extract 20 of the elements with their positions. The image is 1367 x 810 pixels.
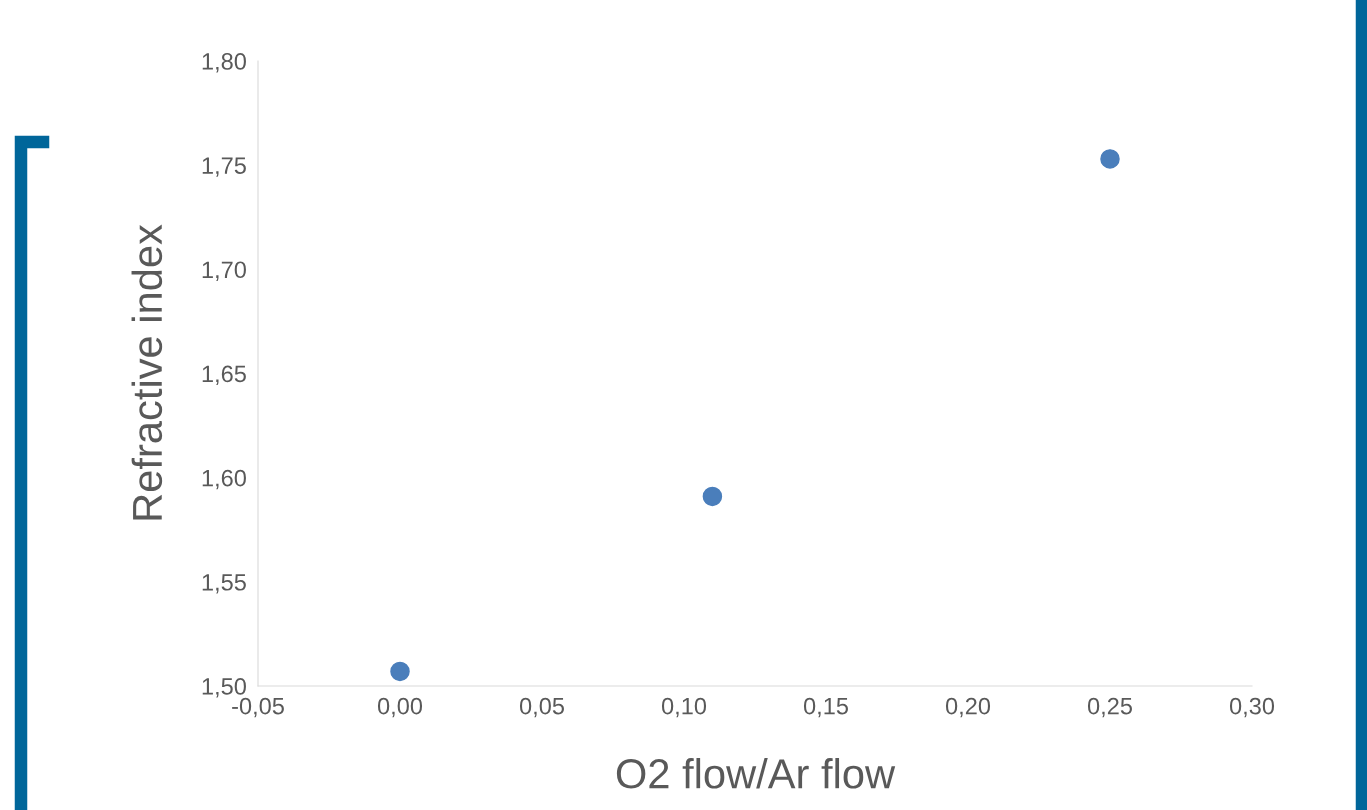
x-axis-title: O2 flow/Ar flow (616, 758, 896, 789)
x-tick-label: 0,00 (377, 697, 423, 718)
x-tick-label: 0,25 (1087, 697, 1132, 718)
point (390, 661, 410, 682)
x-tick-label: 0,05 (519, 697, 564, 718)
y-tick-label: 1,60 (202, 469, 246, 490)
x-tick-label: 0,10 (661, 697, 707, 718)
x-tick-label: 0,15 (803, 697, 848, 718)
y-tick-label: 1,55 (202, 574, 246, 594)
y-axis-title: Refractive index (131, 224, 163, 520)
point (1100, 149, 1120, 169)
y-tick-label: 1,75 (202, 157, 246, 177)
y-tick-label: 1,50 (202, 678, 246, 698)
x-tick-label: 0,20 (945, 697, 991, 718)
y-tick-label: 1,70 (202, 261, 246, 281)
x-tick-label: 0,30 (1229, 697, 1275, 718)
y-tick-label: 1,80 (202, 53, 246, 73)
x-tick-label: -0,05 (232, 697, 284, 718)
y-tick-label: 1,65 (202, 365, 246, 386)
point (702, 486, 723, 507)
